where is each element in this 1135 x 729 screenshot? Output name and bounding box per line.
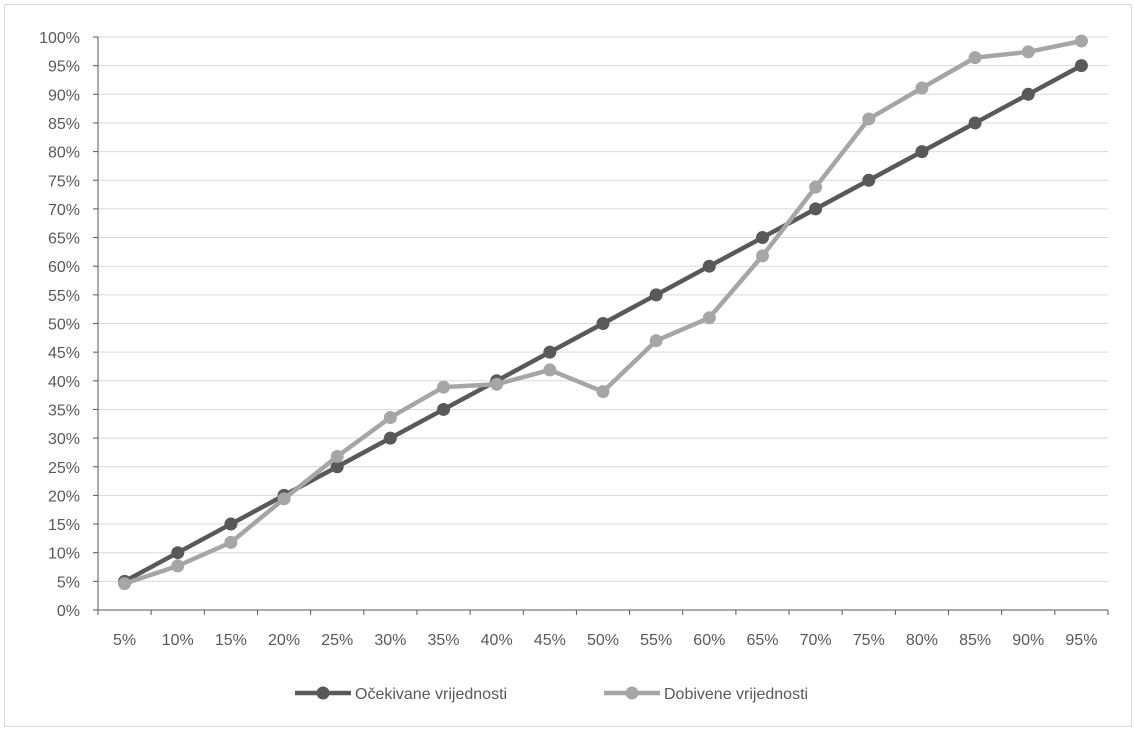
data-point [543, 363, 557, 377]
data-point [915, 81, 929, 95]
y-tick-label: 0% [57, 603, 80, 620]
x-tick-label: 75% [853, 632, 885, 649]
y-tick-label: 40% [48, 374, 80, 391]
data-point [330, 449, 344, 463]
data-point [649, 288, 663, 302]
x-tick-label: 60% [693, 632, 725, 649]
x-tick-label: 70% [800, 632, 832, 649]
y-tick-label: 20% [48, 488, 80, 505]
x-tick-label: 5% [113, 632, 136, 649]
data-point [1074, 59, 1088, 73]
y-tick-label: 35% [48, 402, 80, 419]
legend: Očekivane vrijednosti Dobivene vrijednost… [295, 686, 808, 703]
x-tick-label: 90% [1012, 632, 1044, 649]
y-tick-label: 65% [48, 231, 80, 248]
x-tick-label: 15% [215, 632, 247, 649]
y-tick-label: 70% [48, 202, 80, 219]
data-point [437, 380, 451, 394]
data-point [702, 311, 716, 325]
data-point [702, 259, 716, 273]
x-tick-label: 55% [640, 632, 672, 649]
x-tick-label: 35% [428, 632, 460, 649]
y-tick-label: 90% [48, 87, 80, 104]
data-point [862, 173, 876, 187]
data-point [596, 317, 610, 330]
data-point [809, 202, 823, 216]
y-tick-label: 45% [48, 345, 80, 362]
data-point [755, 249, 769, 263]
y-tick-label: 100% [39, 30, 80, 47]
y-axis-tick-labels: 0% 5% 10% 15% 20% 25% 30% 35% 40% 45% 50% 55% 60% 65%… [39, 30, 80, 620]
data-point [224, 517, 238, 531]
data-point [330, 460, 344, 474]
y-tick-label: 60% [48, 259, 80, 276]
data-point [915, 145, 929, 159]
chart-area: 0% 5% 10% 15% 20% 25% 30% 35% 40% 45% 50% 55% 60% 65%… [4, 4, 1132, 727]
gridlines [98, 36, 1108, 582]
data-point [383, 410, 397, 424]
x-tick-label: 80% [906, 632, 938, 649]
y-tick-label: 25% [48, 460, 80, 477]
data-point [224, 535, 238, 549]
data-point [968, 116, 982, 130]
y-tick-label: 95% [48, 59, 80, 76]
x-tick-label: 85% [959, 632, 991, 649]
x-tick-label: 20% [268, 632, 300, 649]
data-point [809, 180, 823, 194]
x-tick-label: 95% [1065, 632, 1097, 649]
data-point [755, 231, 769, 245]
data-point [1074, 34, 1088, 48]
data-point [543, 345, 557, 359]
series-2 [118, 34, 1088, 591]
data-point [1021, 45, 1035, 59]
data-point [862, 112, 876, 126]
line-chart: 0% 5% 10% 15% 20% 25% 30% 35% 40% 45% 50% 55% 60% 65%… [39, 30, 1109, 703]
y-tick-label: 30% [48, 431, 80, 448]
data-point [649, 334, 663, 348]
data-point [171, 546, 185, 560]
legend-label: Dobivene vrijednosti [664, 686, 808, 703]
data-point [437, 402, 451, 416]
legend-item: Dobivene vrijednosti [604, 686, 808, 703]
data-point [118, 577, 132, 591]
data-point [383, 431, 397, 445]
y-tick-label: 75% [48, 173, 80, 190]
data-point [171, 559, 185, 573]
y-tick-label: 55% [48, 288, 80, 305]
data-point [490, 377, 504, 391]
data-point [1021, 87, 1035, 101]
x-tick-label: 25% [321, 632, 353, 649]
x-axis-tick-labels: 5% 10% 15% 20% 25% 30% 35% 40% 45% 50% 55% 60% 65% 70… [113, 632, 1097, 649]
legend-swatch-marker [625, 686, 639, 700]
y-tick-label: 15% [48, 517, 80, 534]
y-tick-label: 5% [57, 574, 80, 591]
y-tick-label: 50% [48, 317, 80, 334]
data-point [968, 51, 982, 65]
y-tick-label: 85% [48, 116, 80, 133]
legend-label: Očekivane vrijednosti [355, 686, 507, 703]
y-tick-label: 10% [48, 546, 80, 563]
x-tick-label: 30% [374, 632, 406, 649]
legend-swatch-marker [316, 686, 330, 700]
x-tick-label: 10% [162, 632, 194, 649]
data-point [596, 385, 610, 399]
x-tick-label: 45% [534, 632, 566, 649]
axes [93, 36, 1109, 615]
series-layer [118, 34, 1088, 591]
x-tick-label: 65% [746, 632, 778, 649]
x-tick-label: 50% [587, 632, 619, 649]
data-point [277, 492, 291, 506]
y-tick-label: 80% [48, 145, 80, 162]
x-tick-label: 40% [481, 632, 513, 649]
legend-item: Očekivane vrijednosti [295, 686, 507, 703]
